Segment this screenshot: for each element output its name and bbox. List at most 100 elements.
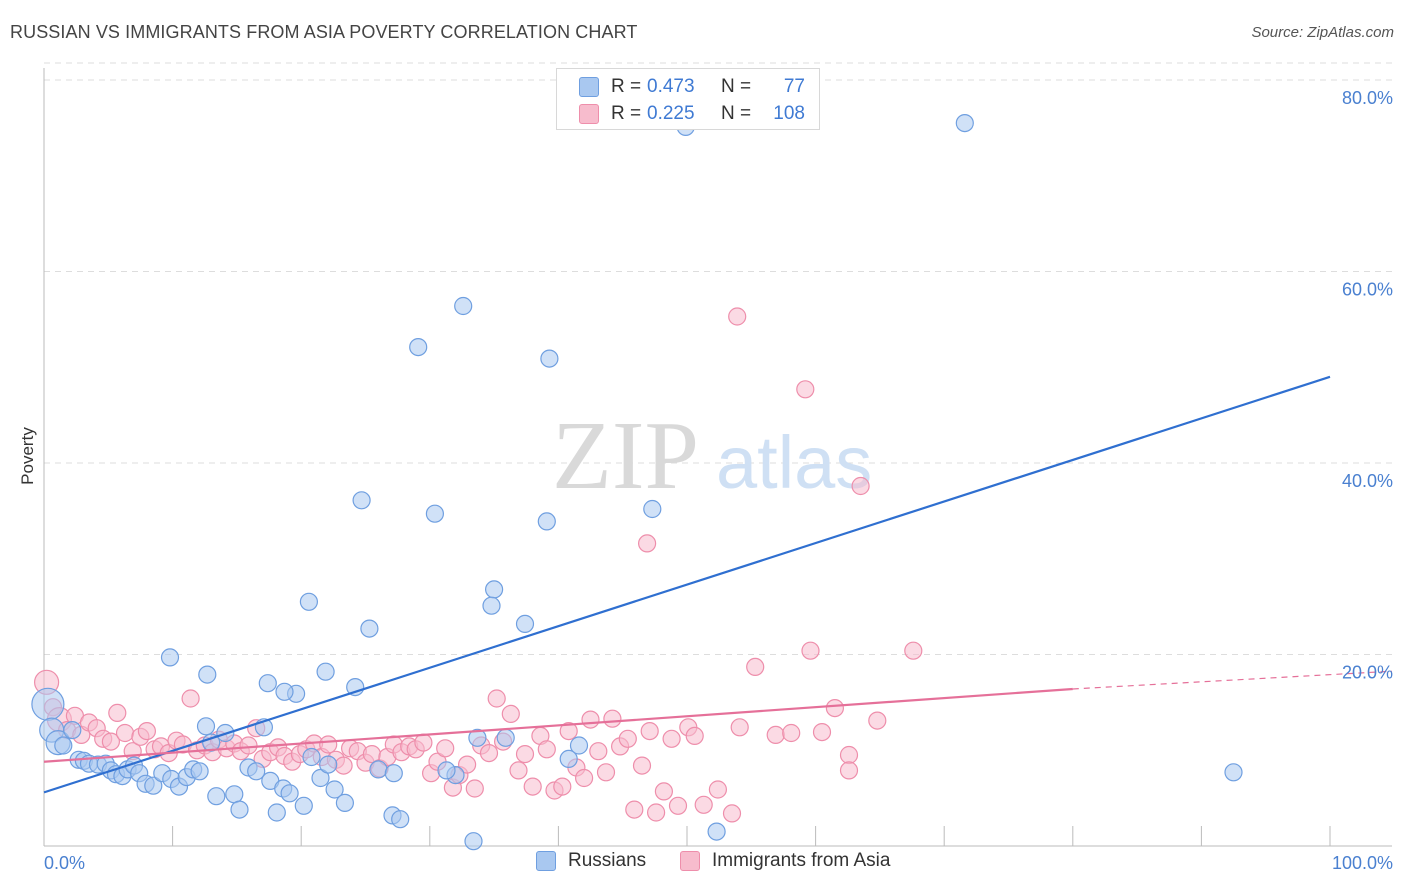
russians-point [1224,763,1243,782]
russians-point [63,720,82,740]
series-legend-label: Russians [568,850,647,871]
watermark: ZIP atlas [552,402,872,510]
asia-point [479,743,499,763]
legend-swatch-pink [579,104,599,124]
trend-lines [43,375,1393,794]
russians-point [352,491,371,510]
russians-point [196,717,216,736]
asia-point [637,534,657,553]
asia-point [730,718,749,737]
russians-point [198,665,217,684]
russians-point [955,113,974,133]
asia-point [581,710,600,729]
asia-point [589,742,608,761]
asia-point [825,698,845,718]
asia-point [458,755,477,774]
y-axis-label: Poverty [18,427,37,485]
legend-row-asia: R = 0.225 N = 108 [579,102,805,126]
asia-point [501,704,520,724]
russians-point [311,768,330,788]
russians-point [144,776,163,795]
blue-points [31,113,1243,851]
asia-point [596,763,616,782]
russians-point [54,736,73,755]
gridlines [44,62,1392,655]
russians-point [280,784,299,803]
russians-point [335,793,354,813]
russians-trend-line [43,375,1331,794]
series-legend-label: Immigrants from Asia [712,850,891,871]
asia-point [603,709,622,728]
asia-point [668,796,688,815]
chart-title: RUSSIAN VS IMMIGRANTS FROM ASIA POVERTY … [10,22,638,42]
asia-trend-line [43,687,1073,763]
russians-point [515,614,535,634]
asia-point [487,689,506,708]
russians-point [247,762,266,781]
russians-point [485,580,504,599]
russians-point [302,747,321,767]
asia-point [465,779,484,798]
asia-trend-extension [1072,670,1393,690]
russians-point [707,822,726,841]
russians-point [225,785,244,804]
y-tick-label: 20.0% [1342,663,1393,683]
y-tick-label: 60.0% [1342,280,1393,300]
x-ticks [43,826,1331,846]
asia-point [523,777,542,796]
russians-point [569,736,589,755]
legend-n-label: N = [721,76,752,97]
russians-point [425,504,444,523]
legend-row-russians: R = 0.473 N = 77 [579,75,805,99]
russians-point [643,499,662,519]
russians-point [299,592,318,611]
asia-point [632,756,652,775]
russians-point [496,728,515,747]
russians-point [325,780,344,799]
watermark-zip: ZIP [552,402,699,510]
asia-point [796,380,815,399]
asia-point [868,711,887,730]
russians-point [230,800,249,819]
russians-point [31,687,65,721]
russians-point [559,749,578,769]
russians-point [464,832,483,851]
asia-point [115,723,135,743]
asia-point [904,641,923,660]
source-label: Source: ZipAtlas.com [1251,24,1394,41]
asia-point [101,732,121,751]
russians-point [482,596,501,615]
asia-point [137,721,156,741]
watermark-atlas: atlas [716,421,872,504]
russians-point [391,810,410,829]
series-legend-asia[interactable]: Immigrants from Asia [680,850,890,872]
russians-point [437,761,456,780]
y-tick-labels: 20.0% 40.0% 60.0% 80.0% [1342,88,1393,683]
asia-point [812,722,832,742]
asia-point [436,739,455,758]
series-legend: Russians Immigrants from Asia [0,850,1406,878]
asia-point [662,729,681,748]
legend-r-value: 0.225 [647,103,695,124]
x-tick-label-min: 0.0% [44,853,85,873]
legend-n-label: N = [721,103,752,124]
russians-point [160,648,180,667]
legend-r-label: R = [611,103,642,124]
asia-point [654,782,674,801]
russians-point [384,764,403,783]
asia-point [746,657,765,677]
russians-point [468,728,487,747]
asia-point [685,726,704,746]
russians-point [409,338,428,357]
asia-point [537,740,556,759]
x-tick-labels: 0.0% 100.0% [44,853,1393,873]
series-legend-russians[interactable]: Russians [536,850,646,872]
russians-point [190,762,209,781]
x-tick-label-max: 100.0% [1332,853,1393,873]
russians-point [360,619,379,638]
legend-r-label: R = [611,76,642,97]
asia-point [618,729,637,748]
asia-point [319,735,338,754]
asia-point [722,804,742,823]
